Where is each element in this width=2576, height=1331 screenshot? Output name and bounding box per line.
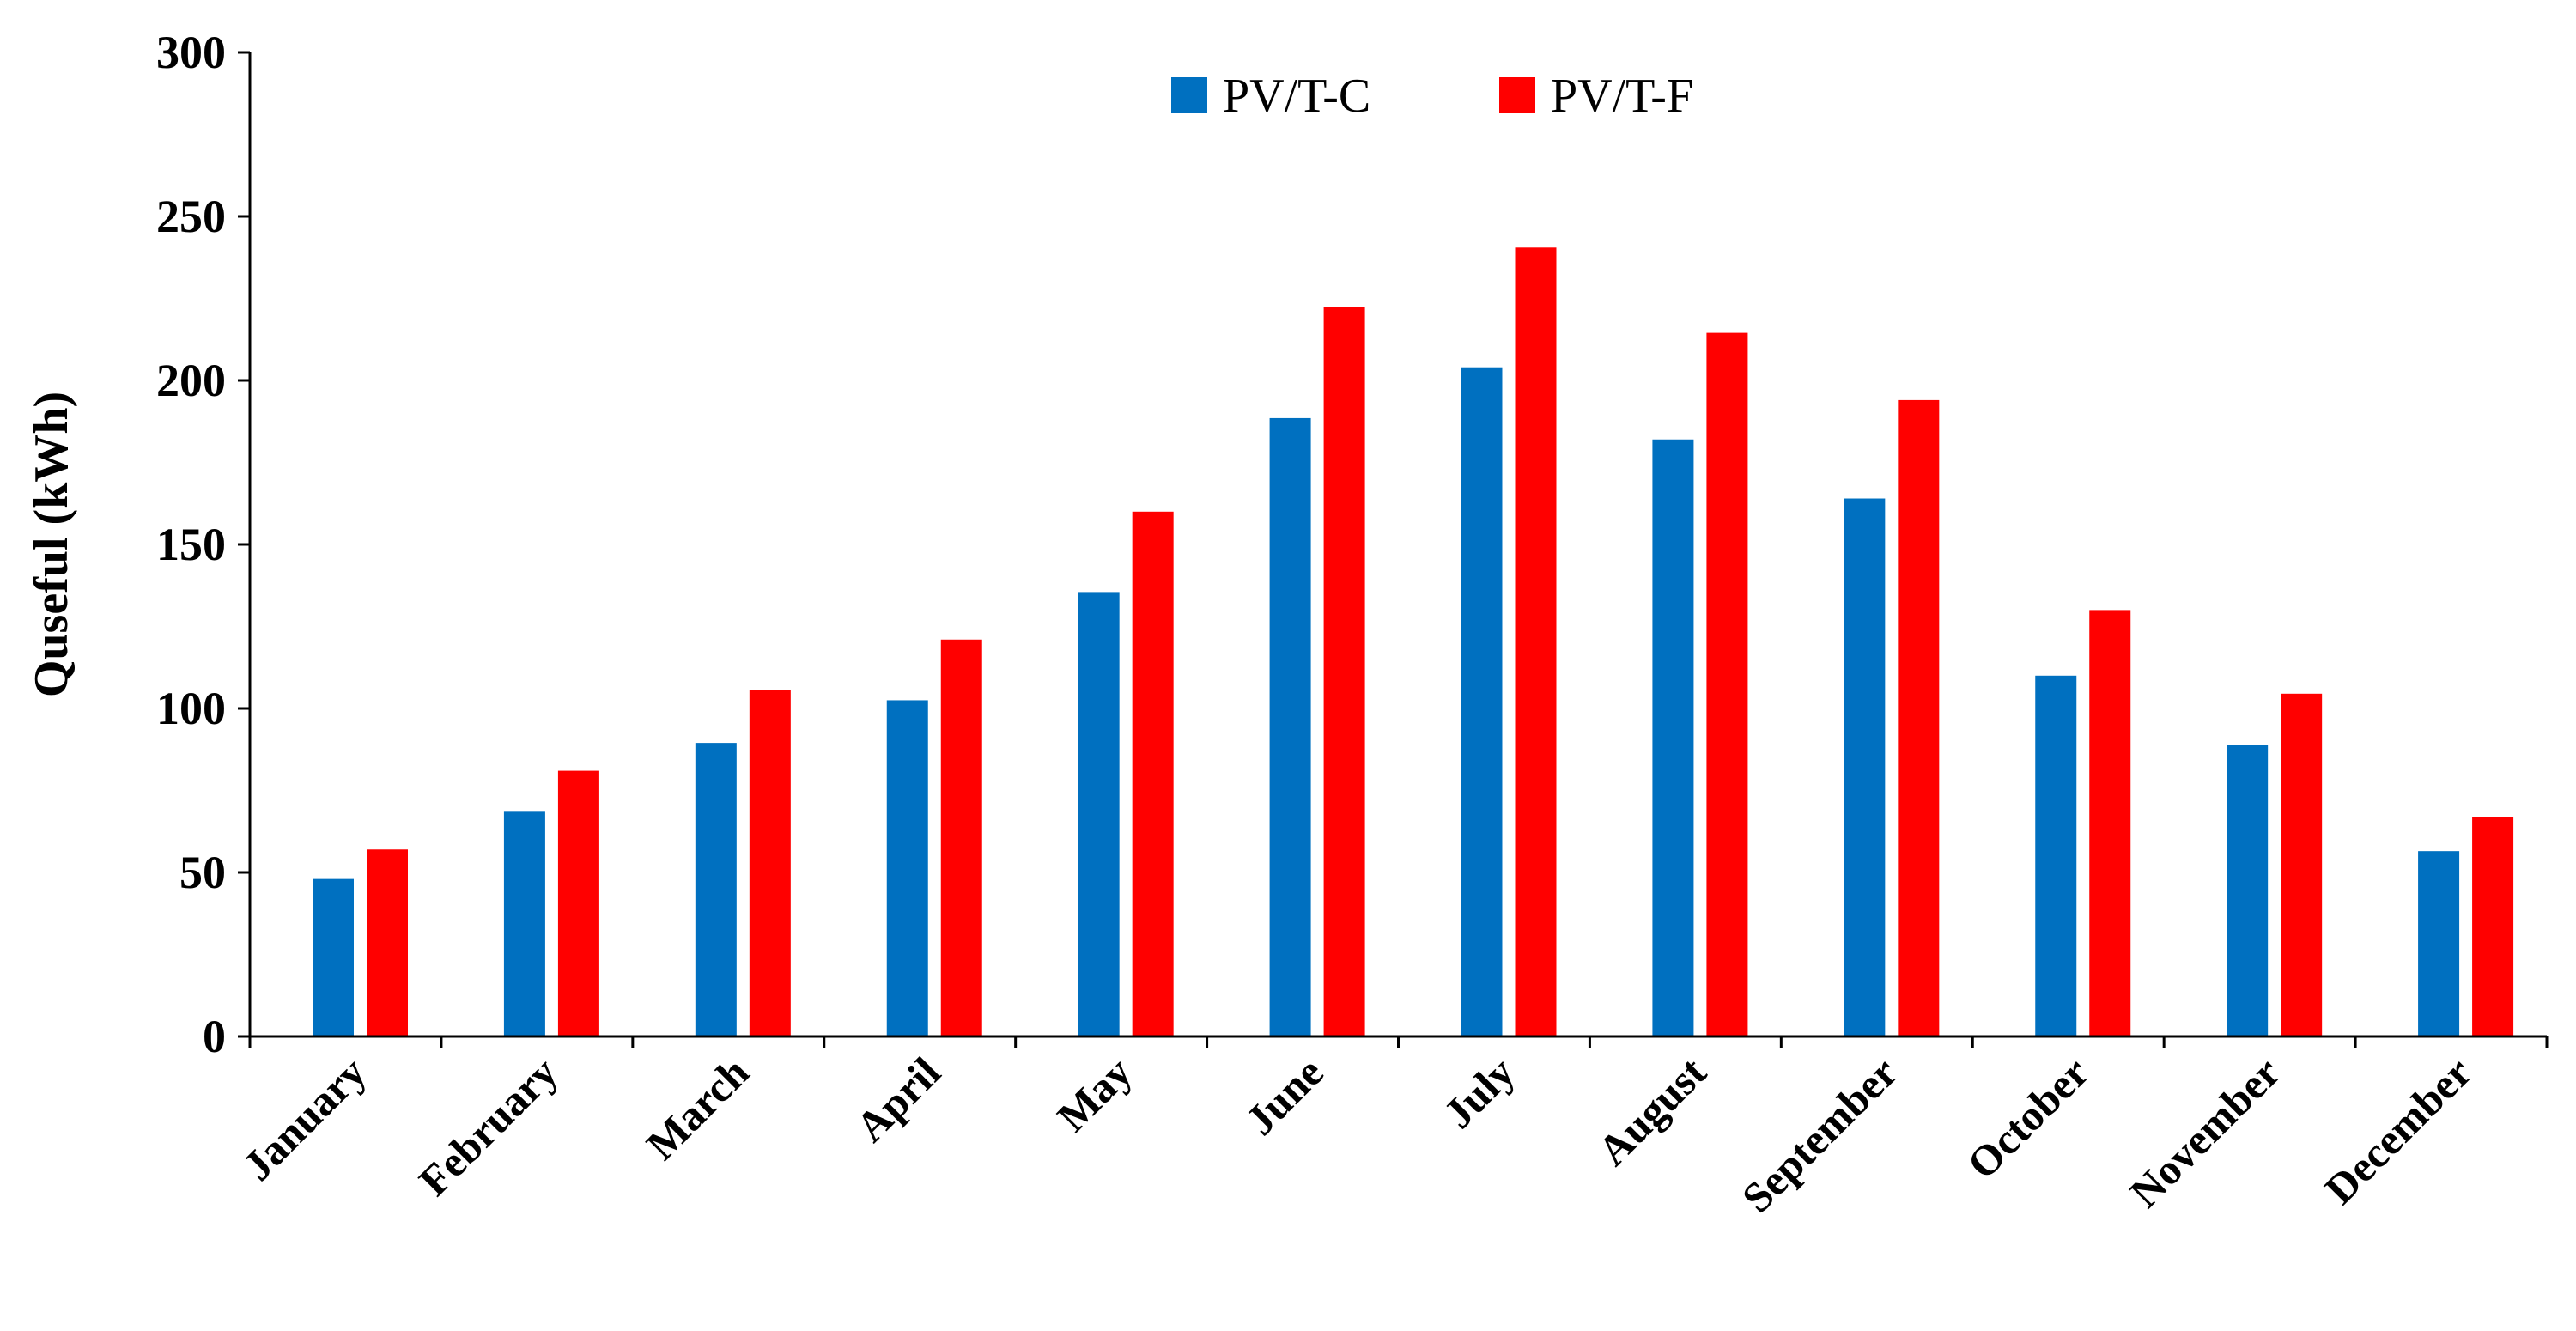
- bar-pv-t-c-october: [2035, 675, 2077, 1036]
- bar-pv-t-f-may: [1132, 511, 1174, 1036]
- bar-pv-t-f-december: [2472, 817, 2514, 1036]
- y-axis-label: Quseful (kWh): [25, 392, 78, 697]
- legend-label-1: PV/T-F: [1551, 70, 1693, 123]
- legend-label-0: PV/T-C: [1223, 70, 1370, 123]
- x-tick-label-january: January: [234, 1048, 375, 1189]
- x-tick-label-march: March: [637, 1048, 758, 1169]
- x-tick-label-october: October: [1958, 1048, 2098, 1188]
- bar-pv-t-f-january: [367, 849, 408, 1036]
- bar-pv-t-c-july: [1461, 367, 1503, 1037]
- y-tick-label: 200: [156, 355, 226, 406]
- y-tick-label: 300: [156, 27, 226, 78]
- y-tick-label: 50: [179, 847, 226, 898]
- bar-pv-t-c-november: [2227, 745, 2269, 1036]
- bar-pv-t-f-september: [1898, 399, 1940, 1036]
- x-tick-label-september: September: [1733, 1048, 1907, 1222]
- bar-pv-t-f-june: [1323, 307, 1365, 1036]
- bars-layer: [313, 247, 2514, 1037]
- y-tick-label: 100: [156, 683, 226, 734]
- x-tick-label-april: April: [847, 1048, 950, 1151]
- bar-pv-t-f-february: [557, 770, 599, 1036]
- bar-pv-t-f-april: [940, 639, 982, 1036]
- bar-pv-t-f-october: [2089, 610, 2131, 1036]
- y-tick-label: 0: [203, 1011, 226, 1062]
- y-tick-label: 150: [156, 519, 226, 570]
- bar-pv-t-f-march: [749, 690, 791, 1036]
- bar-pv-t-c-september: [1844, 498, 1886, 1036]
- legend-swatch-1: [1499, 77, 1535, 113]
- bar-pv-t-c-february: [503, 811, 545, 1036]
- x-tick-label-february: February: [410, 1048, 567, 1205]
- bar-pv-t-c-april: [886, 700, 928, 1036]
- bar-pv-t-c-june: [1269, 417, 1311, 1036]
- x-tick-label-may: May: [1048, 1048, 1140, 1140]
- legend-swatch-0: [1171, 77, 1207, 113]
- x-tick-label-december: December: [2315, 1048, 2481, 1213]
- bar-pv-t-c-march: [695, 743, 737, 1036]
- bar-pv-t-f-july: [1515, 247, 1557, 1036]
- x-tick-label-june: June: [1236, 1048, 1332, 1144]
- x-tick-label-july: July: [1434, 1048, 1523, 1137]
- bar-pv-t-c-august: [1652, 439, 1694, 1036]
- x-tick-label-august: August: [1589, 1048, 1716, 1175]
- bar-pv-t-f-august: [1706, 332, 1748, 1036]
- bar-pv-t-c-may: [1078, 592, 1120, 1036]
- legend: PV/T-C PV/T-F: [1171, 70, 1693, 123]
- bar-pv-t-c-december: [2418, 851, 2460, 1036]
- x-tick-label-november: November: [2120, 1048, 2289, 1217]
- y-tick-label: 250: [156, 191, 226, 242]
- bar-pv-t-c-january: [313, 878, 354, 1036]
- bar-pv-t-f-november: [2281, 693, 2323, 1036]
